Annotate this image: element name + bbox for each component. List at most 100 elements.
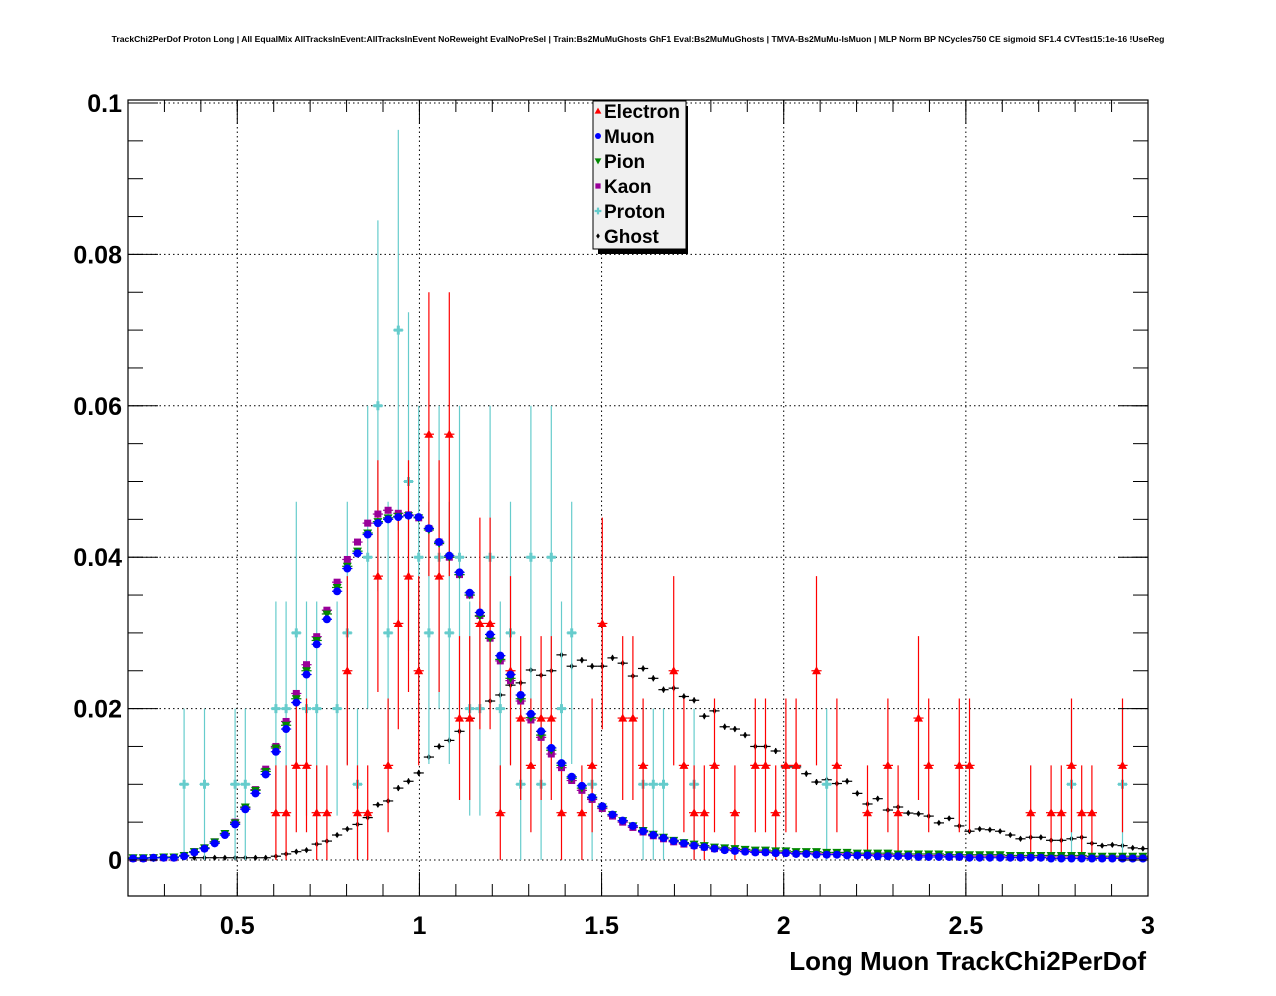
diamond-marker: [814, 778, 819, 786]
data-point-electron: [923, 698, 934, 833]
triangle-up-marker: [638, 760, 648, 769]
triangle-up-marker: [924, 760, 934, 769]
data-point-proton: [566, 501, 577, 765]
data-point-proton: [332, 601, 343, 816]
diamond-marker: [610, 654, 615, 662]
circle-marker: [792, 849, 801, 858]
data-point-electron: [770, 765, 781, 860]
circle-marker: [506, 670, 515, 679]
x-tick-label: 0.5: [220, 912, 255, 940]
triangle-up-marker: [312, 808, 322, 817]
diamond-marker: [436, 743, 442, 750]
triangle-up-marker: [1118, 760, 1127, 769]
data-point-muon: [801, 849, 812, 858]
data-point-ghost: [1005, 831, 1016, 839]
data-point-muon: [383, 515, 394, 524]
x-axis-title: Long Muon TrackChi2PerDof: [789, 946, 1146, 976]
triangle-up-marker: [883, 760, 893, 769]
data-point-ghost: [250, 854, 261, 861]
data-point-ghost: [219, 854, 230, 861]
series-pion: [128, 512, 1148, 863]
circle-marker: [1016, 853, 1025, 862]
circle-marker: [149, 853, 158, 862]
axes: 0.5 1 1.5 2 2.5 3 0 0.02 0.04 0.06 0.08 0.1: [73, 90, 1155, 940]
data-point-ghost: [658, 686, 669, 693]
data-point-kaon: [362, 519, 373, 527]
data-point-muon: [668, 837, 679, 846]
data-point-muon: [209, 839, 220, 848]
legend-label: Electron: [604, 102, 680, 123]
triangle-up-marker: [322, 808, 332, 817]
data-point-electron: [1117, 698, 1128, 833]
triangle-up-marker: [557, 808, 566, 817]
data-point-ghost: [995, 828, 1006, 835]
data-point-ghost: [1035, 834, 1046, 841]
triangle-up-marker: [618, 713, 628, 722]
data-point-electron: [383, 698, 394, 833]
data-point-ghost: [811, 778, 822, 786]
triangle-up-marker: [761, 760, 770, 769]
data-point-electron: [791, 698, 802, 833]
triangle-up-marker: [526, 760, 536, 769]
diamond-marker: [406, 778, 411, 785]
data-point-muon: [821, 850, 832, 859]
data-point-muon: [1005, 853, 1016, 862]
circle-marker: [608, 810, 617, 819]
data-point-electron: [627, 636, 638, 801]
cross-marker: [230, 779, 240, 789]
data-point-ghost: [342, 825, 353, 833]
data-point-ghost: [393, 784, 404, 792]
triangle-up-marker: [669, 666, 679, 675]
data-point-muon: [566, 772, 577, 781]
data-point-ghost: [332, 831, 343, 839]
triangle-up-marker: [1077, 808, 1087, 817]
circle-marker: [741, 847, 750, 856]
data-point-electron: [444, 292, 455, 577]
data-point-ghost: [689, 697, 700, 704]
triangle-up-marker: [291, 760, 301, 769]
data-point-muon: [1056, 854, 1067, 863]
circle-marker: [965, 853, 974, 862]
diamond-marker: [1038, 834, 1044, 841]
diamond-marker: [804, 770, 809, 777]
circle-marker: [1057, 854, 1066, 863]
circle-marker: [414, 513, 423, 522]
circle-marker: [159, 853, 168, 862]
square-marker: [384, 506, 392, 514]
data-point-electron: [434, 460, 445, 693]
circle-marker: [873, 852, 882, 861]
cross-marker: [594, 207, 602, 215]
circle-marker: [996, 853, 1005, 862]
diamond-marker: [1008, 831, 1013, 839]
diamond-marker: [936, 819, 942, 827]
data-point-electron: [556, 765, 567, 860]
cross-marker: [200, 779, 209, 789]
data-point-proton: [362, 405, 373, 709]
square-marker: [595, 183, 601, 189]
data-point-ghost: [944, 815, 955, 822]
circle-marker: [455, 568, 464, 577]
circle-marker: [424, 524, 433, 533]
data-point-ghost: [209, 854, 220, 861]
data-point-muon: [862, 851, 873, 860]
diamond-marker: [906, 809, 911, 817]
legend-entry-kaon: Kaon: [595, 177, 652, 198]
circle-marker: [404, 511, 413, 520]
data-point-muon: [638, 827, 649, 836]
triangle-up-marker: [353, 808, 362, 817]
data-point-muon: [403, 511, 414, 520]
data-point-electron: [1076, 765, 1087, 860]
circle-marker: [863, 851, 872, 860]
triangle-up-marker: [516, 713, 526, 722]
data-point-muon: [709, 844, 720, 853]
triangle-up-marker: [863, 808, 872, 817]
data-point-proton: [179, 708, 190, 860]
circle-marker: [853, 851, 862, 860]
circle-marker: [210, 839, 219, 848]
data-point-muon: [413, 513, 424, 522]
triangle-down-marker: [322, 610, 332, 619]
data-point-muon: [607, 810, 618, 819]
diamond-marker: [997, 828, 1003, 835]
x-tick-label: 1: [412, 912, 426, 940]
